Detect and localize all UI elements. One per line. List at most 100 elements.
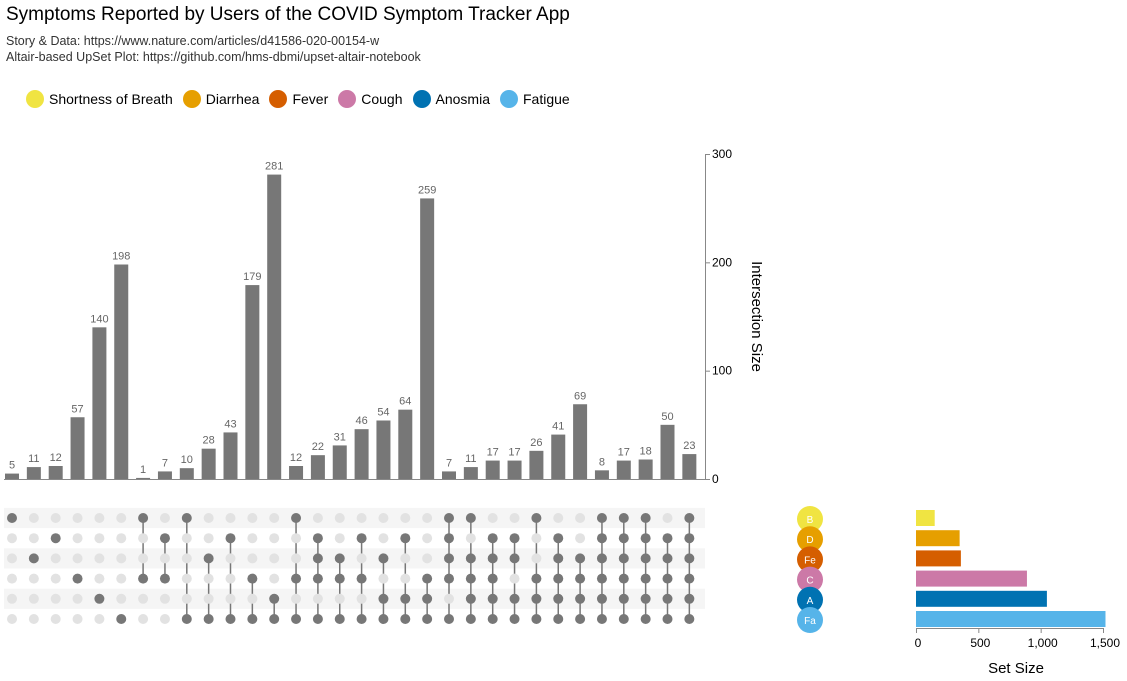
legend-label: Fever <box>292 91 329 107</box>
matrix-dot-active <box>640 614 651 624</box>
intersection-bar <box>354 429 369 479</box>
matrix-dot-active <box>7 513 17 523</box>
matrix-dot-active <box>618 533 629 544</box>
y-tick-label: 0 <box>712 472 719 486</box>
bar-value-label: 17 <box>618 447 630 459</box>
matrix-dot-active <box>553 573 564 584</box>
bar-value-label: 179 <box>243 271 261 283</box>
matrix-dot-inactive <box>465 533 476 544</box>
legend-swatch <box>412 90 431 108</box>
legend-swatch <box>269 90 288 108</box>
matrix-dot-active <box>465 573 476 584</box>
matrix-dot-inactive <box>203 593 214 604</box>
matrix-dot-active <box>640 513 651 523</box>
set-label-circle <box>797 566 823 593</box>
bar-value-label: 69 <box>574 390 586 402</box>
bar-value-label: 5 <box>9 460 15 472</box>
matrix-dot-inactive <box>422 553 433 564</box>
legend-item-cough: Cough <box>338 90 403 108</box>
intersection-bar <box>267 174 282 479</box>
matrix-dot-inactive <box>247 513 258 523</box>
matrix-dot-active <box>640 553 651 564</box>
matrix-dot-inactive <box>138 614 149 624</box>
matrix-dot-active <box>684 533 695 544</box>
bar-value-label: 28 <box>203 435 215 447</box>
bar-value-label: 43 <box>224 418 236 430</box>
matrix-dot-active <box>181 614 192 624</box>
x-tick-label: 1,000 <box>1028 636 1058 650</box>
matrix-dot-active <box>509 614 520 624</box>
matrix-dot-inactive <box>28 614 39 624</box>
intersection-bar <box>92 327 107 479</box>
set-label-abbr: A <box>807 596 814 607</box>
intersection-bar <box>507 460 522 479</box>
matrix-dot-inactive <box>7 533 17 544</box>
matrix-dot-inactive <box>356 593 367 604</box>
x-tick-label: 500 <box>970 636 990 650</box>
set-size-bar <box>916 611 1106 627</box>
matrix-dot-active <box>138 573 149 584</box>
matrix-dot-inactive <box>72 513 83 523</box>
matrix-dot-inactive <box>575 513 586 523</box>
matrix-dot-inactive <box>356 553 367 564</box>
matrix-dot-active <box>531 614 542 624</box>
matrix-dot-inactive <box>138 553 149 564</box>
matrix-dot-active <box>356 573 367 584</box>
intersection-bar <box>201 448 216 479</box>
matrix-dot-active <box>247 614 258 624</box>
matrix-dot-inactive <box>291 593 302 604</box>
legend-item-fatigue: Fatigue <box>499 90 570 108</box>
set-labels: BD Fe CA Fa <box>797 506 823 633</box>
matrix-dot-active <box>400 533 411 544</box>
matrix-dot-inactive <box>312 513 323 523</box>
matrix-dot-inactive <box>203 573 214 584</box>
legend-label: Anosmia <box>435 91 490 107</box>
subtitle-plot-source: Altair-based UpSet Plot: https://github.… <box>6 50 421 64</box>
matrix-dot-inactive <box>225 513 236 523</box>
bar-value-label: 23 <box>683 440 695 452</box>
matrix-dot-active <box>225 614 236 624</box>
bar-value-label: 57 <box>71 403 83 415</box>
matrix-dot-active <box>28 553 39 564</box>
matrix-dot-active <box>684 553 695 564</box>
matrix-dot-inactive <box>116 533 127 544</box>
intersection-bar <box>245 285 260 479</box>
matrix-dot-inactive <box>94 614 105 624</box>
matrix-dot-inactive <box>72 614 83 624</box>
matrix-dot-active <box>553 533 564 544</box>
bar-value-label: 26 <box>530 437 542 449</box>
matrix-dot-active <box>444 513 454 523</box>
matrix-dot-inactive <box>138 533 149 544</box>
legend-item-anosmia: Anosmia <box>412 90 490 108</box>
matrix-dot-inactive <box>7 614 17 624</box>
bar-value-label: 259 <box>418 184 436 196</box>
matrix-dot-active <box>181 513 192 523</box>
matrix-dot-inactive <box>225 553 236 564</box>
matrix-dot-inactive <box>203 513 214 523</box>
matrix-dot-inactive <box>181 593 192 604</box>
intersection-bar <box>616 460 631 479</box>
set-label-abbr: B <box>807 515 814 526</box>
matrix-dot-inactive <box>159 593 170 604</box>
matrix-dot-active <box>662 593 673 604</box>
intersection-bar <box>594 470 609 479</box>
intersection-bar <box>420 198 435 480</box>
matrix-dot-inactive <box>50 553 61 564</box>
legend-item-diarrhea: Diarrhea <box>182 90 260 108</box>
matrix-dot-active <box>596 573 607 584</box>
matrix-dot-active <box>662 533 673 544</box>
matrix-dot-inactive <box>553 513 564 523</box>
matrix-dot-active <box>684 614 695 624</box>
matrix-dot-inactive <box>334 533 345 544</box>
legend-label: Diarrhea <box>205 91 260 107</box>
matrix-dot-active <box>509 593 520 604</box>
matrix-dot-active <box>465 553 476 564</box>
matrix-dot-inactive <box>291 533 302 544</box>
intersection-bar <box>5 473 19 479</box>
matrix-dot-active <box>575 553 586 564</box>
bar-value-label: 7 <box>162 457 168 469</box>
matrix-dot-active <box>684 573 695 584</box>
bar-value-label: 7 <box>446 457 452 469</box>
matrix-dot-inactive <box>181 553 192 564</box>
